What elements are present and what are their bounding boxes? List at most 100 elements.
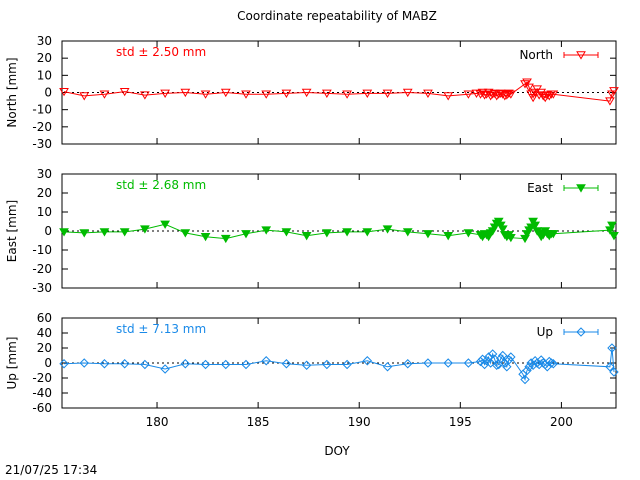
data-point [495,89,506,98]
data-point [301,360,312,370]
x-tick-label: 185 [247,415,270,429]
data-point [220,234,231,244]
data-point [506,352,516,362]
data-point [342,228,352,237]
y-tick-label: 0 [44,356,52,370]
data-point [605,97,615,106]
data-point [160,89,170,98]
data-point [160,220,170,229]
data-point [463,358,474,368]
data-point [79,358,89,368]
data-point [492,360,502,370]
data-point [301,232,312,241]
data-point [281,89,292,98]
data-point [200,359,211,370]
data-point [524,83,534,92]
data-point [609,232,619,241]
data-point [487,90,498,99]
y-tick-label: -40 [32,386,52,400]
y-axis-label: North [mm] [5,57,19,127]
data-point [59,87,69,97]
y-tick-label: 40 [37,326,52,340]
data-point [119,359,130,369]
data-point [140,91,150,100]
data-point [528,93,538,103]
y-axis-label: Up [mm] [5,337,19,390]
y-tick-label: -60 [32,401,52,415]
data-point [548,230,559,239]
data-point [261,356,271,366]
data-point [443,358,453,368]
data-point [520,374,530,385]
data-point [503,89,514,98]
chart-title: Coordinate repeatability of MABZ [237,9,437,23]
data-point [505,233,516,243]
y-tick-label: -30 [32,137,52,151]
data-point [500,358,510,368]
x-axis-label: DOY [324,444,350,458]
data-point [180,229,191,238]
data-point [607,221,617,230]
data-point [261,90,272,99]
data-point [200,90,211,99]
data-point [524,362,534,372]
data-point [281,359,292,369]
data-point [362,356,373,366]
data-point [498,350,508,361]
data-point [485,92,496,101]
y-tick-label: -10 [32,103,52,117]
data-point [140,359,150,370]
data-point [479,91,490,100]
data-point [504,355,514,365]
data-point [241,359,251,370]
data-point [362,228,373,237]
y-axis-label: East [mm] [5,200,19,262]
data-point [443,232,454,241]
y-tick-label: 10 [37,68,52,82]
x-tick-label: 180 [146,415,169,429]
y-tick-label: -10 [32,243,52,257]
data-point [382,225,393,234]
data-point [160,364,170,374]
data-point [499,92,510,101]
panel-east: 30 20 10 0 -10 -20 -30 East [mm] std ± 2.68 mm Ea… [5,167,619,295]
data-point [342,90,352,99]
data-point [402,88,413,98]
legend-marker [576,184,586,193]
data-point [402,228,413,237]
data-point [200,233,211,242]
data-point [443,92,454,101]
data-point [301,88,312,98]
data-point [79,92,90,101]
data-point [99,359,110,369]
data-point [497,225,508,234]
x-tick-label: 190 [348,415,371,429]
data-point [423,358,433,368]
legend-label: North [519,48,553,62]
x-tick-label: 195 [449,415,472,429]
data-point [502,362,512,372]
data-point [342,359,352,370]
data-point [140,225,150,234]
data-point [403,359,413,369]
data-point [522,365,532,376]
data-point [463,229,474,238]
data-point [423,89,433,98]
data-point [119,87,130,97]
y-tick-label: 20 [37,51,52,65]
data-point [382,362,393,372]
data-point [362,89,373,98]
y-tick-label: 30 [37,34,52,48]
data-point [546,358,557,368]
data-point [423,230,433,239]
data-point [481,90,492,99]
data-point [544,92,555,101]
timestamp: 21/07/25 17:34 [5,463,97,477]
x-tick-label: 200 [550,415,573,429]
data-point [220,88,231,98]
data-point [609,87,619,96]
data-point [241,230,251,239]
legend-marker [576,51,586,60]
